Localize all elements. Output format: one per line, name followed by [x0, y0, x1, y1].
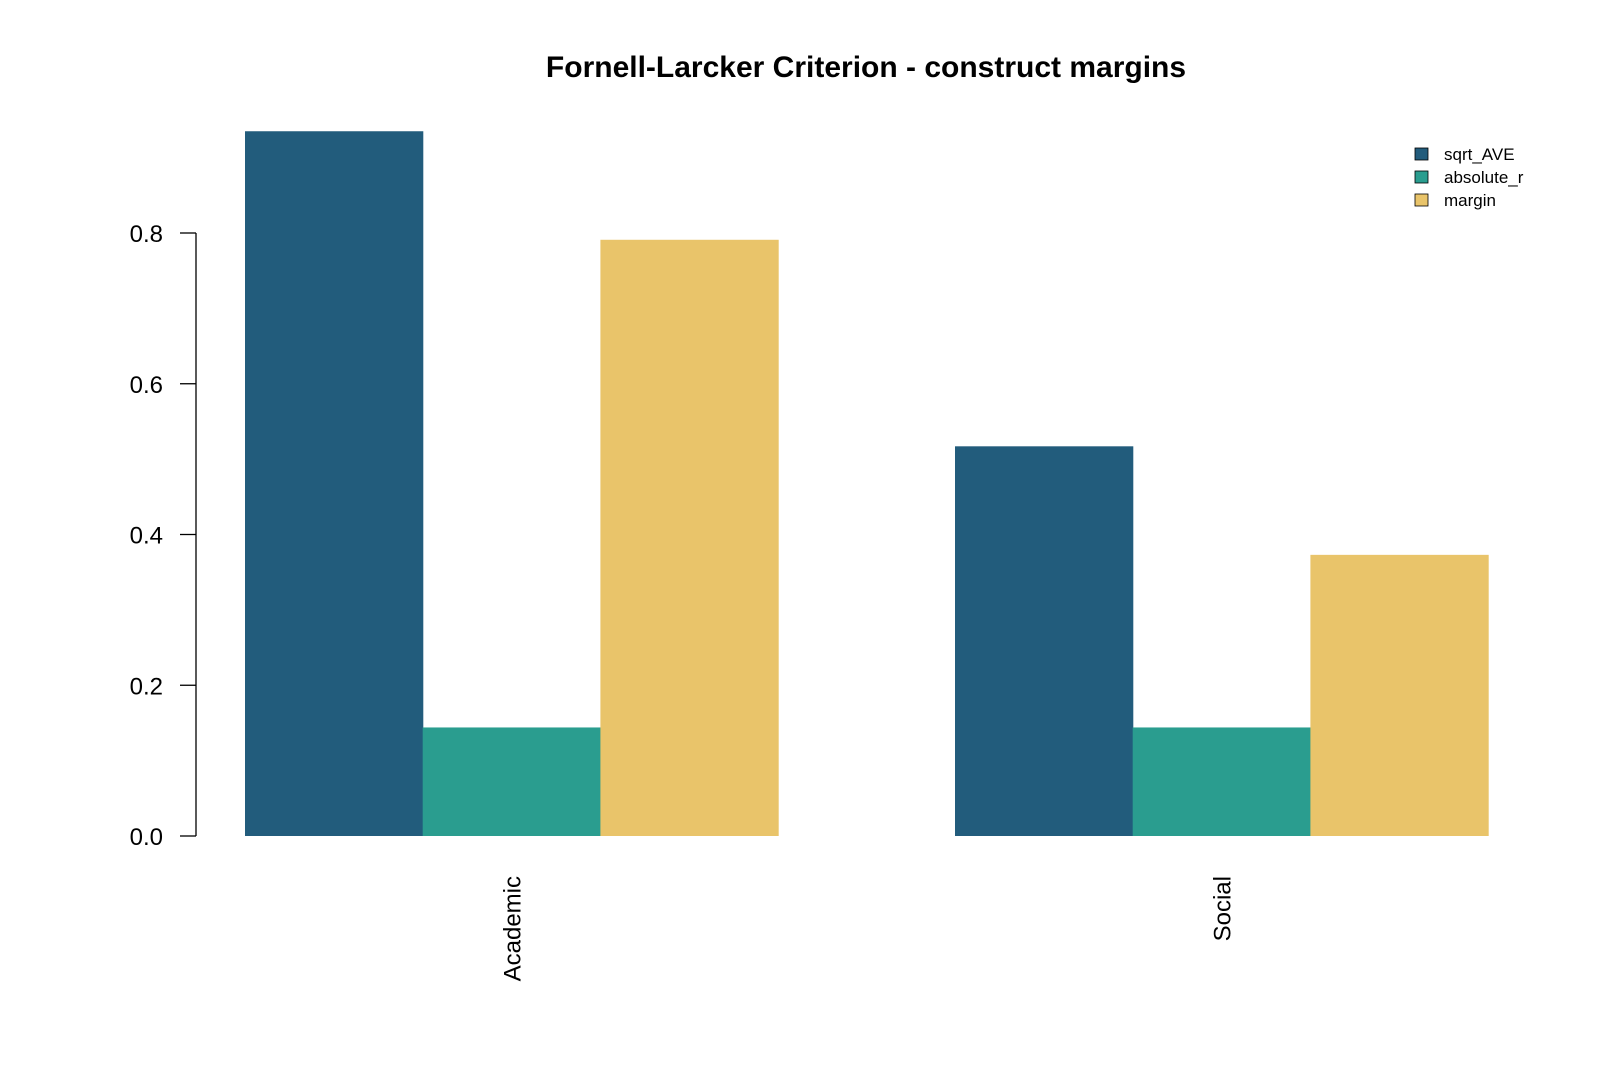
- y-tick-label: 0.2: [130, 673, 163, 700]
- x-category-label: Social: [1210, 876, 1237, 941]
- legend-swatch-absolute_r: [1414, 170, 1429, 184]
- bar-sqrt_AVE-social: [955, 446, 1134, 836]
- x-axis-labels: Academic Social: [500, 876, 1237, 981]
- legend-swatch-margin: [1414, 193, 1429, 207]
- y-tick-label: 0.8: [130, 221, 163, 248]
- bar-margin-academic: [600, 239, 779, 836]
- y-tick-label: 0.4: [130, 523, 163, 550]
- chart-title: Fornell-Larcker Criterion - construct ma…: [546, 51, 1186, 84]
- y-axis: 0.0 0.2 0.4 0.6 0.8: [130, 221, 197, 851]
- y-tick-label: 0.6: [130, 372, 163, 399]
- legend-label-sqrt_AVE: sqrt_AVE: [1444, 145, 1515, 164]
- legend-label-margin: margin: [1444, 191, 1496, 210]
- y-tick-label: 0.0: [130, 824, 163, 851]
- bar-sqrt_AVE-academic: [245, 131, 424, 836]
- x-category-label: Academic: [500, 876, 527, 981]
- legend-swatch-sqrt_AVE: [1414, 147, 1429, 161]
- bar-margin-social: [1310, 554, 1489, 836]
- legend-label-absolute_r: absolute_r: [1444, 168, 1524, 187]
- bars: [245, 131, 1489, 836]
- bar-absolute_r-social: [1132, 727, 1311, 836]
- bar-absolute_r-academic: [422, 727, 601, 836]
